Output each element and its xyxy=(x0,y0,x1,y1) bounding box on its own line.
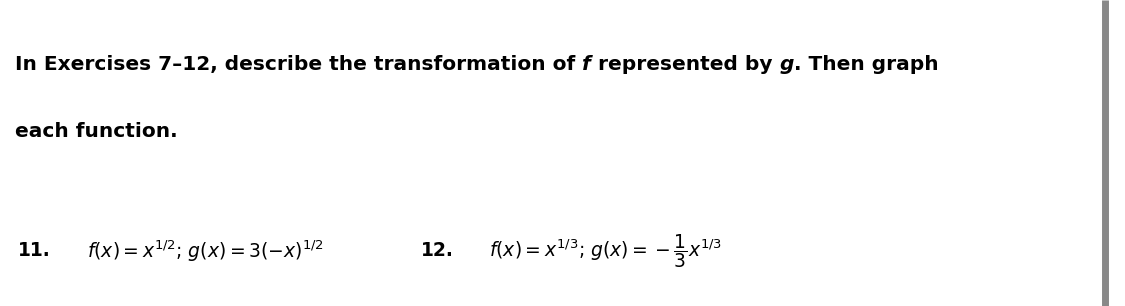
Text: represented by: represented by xyxy=(591,55,780,74)
Text: . Then graph: . Then graph xyxy=(793,55,938,74)
Text: 12.: 12. xyxy=(421,241,453,260)
Text: g: g xyxy=(780,55,793,74)
Text: f: f xyxy=(582,55,591,74)
Text: $f(x) = x^{1/2}$; $g(x) = 3(-x)^{1/2}$: $f(x) = x^{1/2}$; $g(x) = 3(-x)^{1/2}$ xyxy=(87,238,323,264)
Text: 11.: 11. xyxy=(18,241,51,260)
Text: each function.: each function. xyxy=(15,122,178,141)
Text: $f(x) = x^{1/3}$; $g(x) = -\dfrac{1}{3}x^{1/3}$: $f(x) = x^{1/3}$; $g(x) = -\dfrac{1}{3}x… xyxy=(489,232,722,270)
Text: In Exercises 7–12, describe the transformation of: In Exercises 7–12, describe the transfor… xyxy=(15,55,582,74)
